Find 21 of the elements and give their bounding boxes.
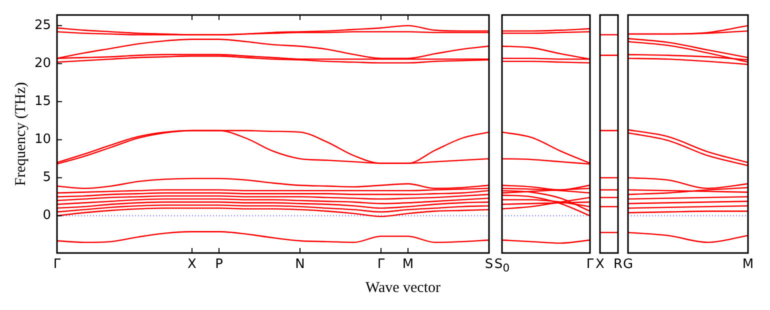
x-axis-title: Wave vector — [364, 280, 442, 297]
x-tick-label: S — [484, 257, 494, 272]
y-tick-label: 0 — [42, 208, 51, 224]
x-tick-label: Γ — [586, 257, 594, 272]
y-axis-title: Frequency (THz) — [12, 82, 29, 186]
y-tick-label: 25 — [34, 18, 51, 34]
y-tick-label: 20 — [34, 56, 51, 72]
y-tick-label: 15 — [34, 94, 51, 110]
x-tick-label: G — [622, 257, 634, 272]
x-tick-label: P — [215, 257, 223, 272]
y-tick-label: 10 — [34, 132, 51, 148]
x-tick-label: M — [742, 257, 754, 272]
x-tick-label: X — [188, 257, 196, 272]
x-tick-label: Γ — [377, 257, 385, 272]
x-tick-label: M — [402, 257, 414, 272]
x-tick-label: X — [596, 257, 604, 272]
x-tick-label: S$_{0}$ — [494, 257, 510, 276]
x-tick-label: Γ — [53, 257, 61, 272]
x-tick-label: N — [295, 257, 305, 272]
y-tick-label: 5 — [42, 170, 51, 186]
x-tick-label: R — [613, 257, 623, 272]
